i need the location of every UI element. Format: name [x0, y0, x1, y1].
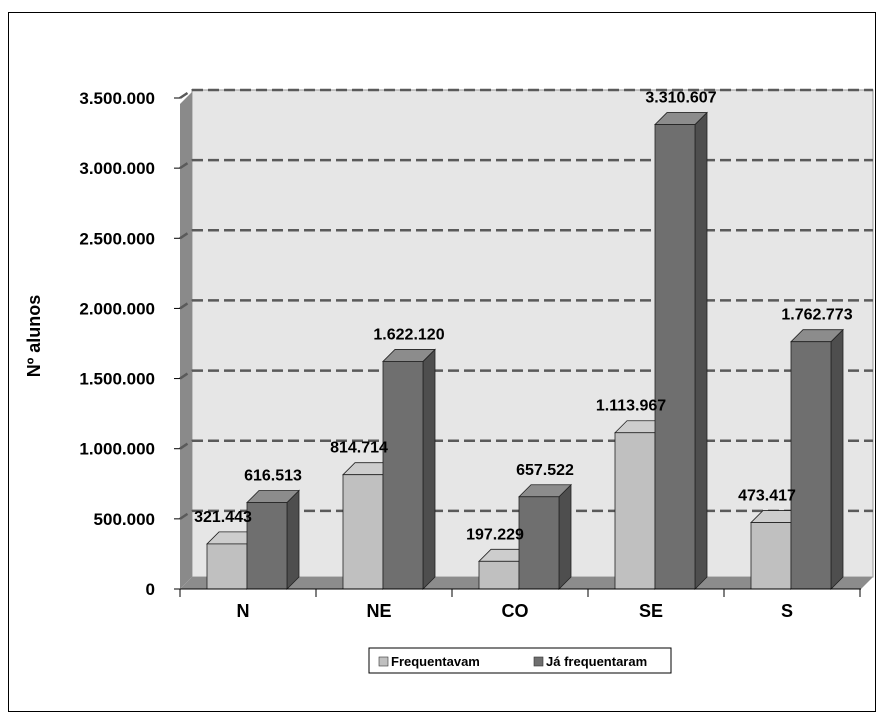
side-wall: [180, 92, 192, 589]
x-category-label: CO: [502, 601, 529, 621]
bar-front: [478, 560, 520, 590]
bar-side: [286, 489, 300, 590]
data-label: 616.513: [244, 468, 302, 485]
x-category-label: NE: [366, 601, 391, 621]
bar-front: [206, 543, 248, 590]
data-label: 1.762.773: [781, 307, 852, 324]
data-label: 1.113.967: [596, 398, 666, 415]
bar-front: [614, 432, 656, 590]
gridline-depth: [179, 229, 193, 240]
gridline-depth: [179, 88, 193, 100]
bar-ja-frequentaram-n: [246, 489, 300, 590]
x-category-label: S: [781, 601, 793, 621]
data-label: 657.522: [516, 462, 574, 479]
bar-ja-frequentaram-se: [654, 111, 708, 590]
data-label: 473.417: [738, 488, 796, 505]
legend-swatch: [378, 656, 389, 667]
bar-side: [830, 328, 844, 590]
y-tick-label: 2.000.000: [79, 299, 155, 318]
bar-ja-frequentaram-co: [518, 483, 572, 590]
bar-side: [558, 483, 572, 590]
legend-label: Frequentavam: [391, 654, 480, 669]
bar-front: [382, 361, 424, 590]
grid-lines: [179, 88, 873, 520]
x-category-label: SE: [639, 601, 663, 621]
bar-front: [518, 496, 560, 590]
data-label: 814.714: [330, 440, 388, 457]
gridline-depth: [179, 509, 193, 520]
y-tick-label: 3.500.000: [79, 89, 155, 108]
data-labels: 321.443 616.513 814.714 1.622.120 197.229 657…: [194, 90, 853, 544]
y-tick-label: 0: [146, 580, 155, 599]
y-axis-ticks: 0 500.000 1.000.000 1.500.000 2.000.000 2.500…: [79, 89, 180, 599]
bar-front: [654, 124, 696, 590]
y-tick-label: 2.500.000: [79, 229, 155, 248]
data-label: 1.622.120: [373, 326, 444, 343]
bar-front: [246, 502, 288, 590]
legend-swatch: [533, 656, 544, 667]
bar-ja-frequentaram-ne: [382, 348, 436, 590]
legend-label: Já frequentaram: [546, 654, 647, 669]
y-tick-label: 1.500.000: [79, 370, 155, 389]
bar-side: [694, 111, 708, 590]
bar-front: [750, 522, 792, 590]
x-category-label: N: [237, 601, 250, 621]
x-axis: N NE CO SE S: [179, 588, 861, 621]
bar-front: [790, 341, 832, 590]
data-label: 321.443: [194, 509, 252, 526]
y-axis-title: Nº alunos: [24, 295, 44, 378]
bar-side: [422, 348, 436, 590]
legend: Frequentavam Já frequentaram: [368, 647, 672, 674]
bar-front: [342, 474, 384, 590]
bars: [206, 111, 844, 590]
gridline-depth: [179, 159, 193, 170]
bar-ja-frequentaram-s: [790, 328, 844, 590]
legend-box: [368, 647, 672, 674]
gridline-depth: [179, 439, 193, 450]
y-tick-label: 1.000.000: [79, 440, 155, 459]
y-tick-label: 3.000.000: [79, 159, 155, 178]
data-label: 197.229: [466, 526, 524, 543]
data-label: 3.310.607: [645, 90, 716, 107]
y-tick-label: 500.000: [94, 510, 155, 529]
gridline-depth: [179, 369, 193, 380]
gridline-depth: [179, 299, 193, 310]
